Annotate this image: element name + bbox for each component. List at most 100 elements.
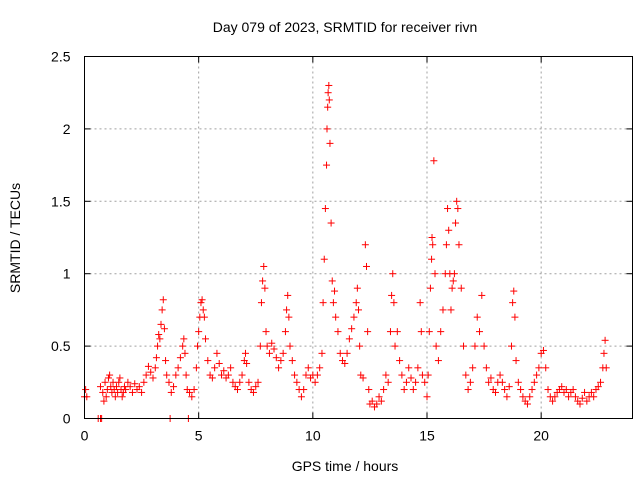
data-point [478, 291, 486, 299]
chart-title: Day 079 of 2023, SRMTID for receiver riv… [213, 19, 478, 35]
data-point [186, 388, 194, 396]
data-point [259, 277, 267, 285]
data-point [590, 393, 598, 401]
data-point [211, 364, 219, 372]
data-point [450, 270, 458, 278]
data-point [218, 371, 225, 379]
data-point [402, 378, 410, 386]
plot-frame [84, 56, 633, 419]
data-point [512, 357, 520, 365]
data-point [102, 393, 110, 401]
data-point [103, 386, 111, 394]
data-point [353, 284, 361, 292]
data-point [429, 241, 437, 249]
data-point [437, 328, 445, 336]
data-point [583, 397, 591, 405]
data-point [530, 378, 538, 386]
data-point [544, 386, 552, 394]
data-point [99, 388, 107, 396]
data-point [602, 364, 610, 372]
data-point [213, 349, 221, 357]
data-point [318, 349, 326, 357]
data-point [316, 364, 324, 372]
data-point [336, 349, 344, 357]
data-point [476, 328, 484, 336]
data-point [124, 378, 132, 386]
data-point [375, 393, 383, 401]
data-point [355, 306, 362, 314]
y-tick-label: 0.5 [51, 338, 71, 354]
data-point [409, 386, 417, 394]
data-point [293, 378, 301, 386]
data-point [345, 335, 353, 343]
data-point [286, 342, 294, 350]
data-point [208, 374, 216, 382]
data-point [126, 383, 134, 391]
data-point [198, 296, 206, 304]
data-point [473, 313, 481, 321]
data-point [432, 342, 440, 350]
data-point [188, 393, 196, 401]
data-point [391, 342, 399, 350]
data-point [82, 386, 90, 394]
data-point [304, 364, 312, 372]
data-point [131, 380, 139, 388]
data-point [426, 284, 434, 292]
data-point [356, 342, 364, 350]
data-point [444, 205, 452, 213]
data-point [359, 374, 367, 382]
y-tick-label: 2.5 [51, 49, 71, 65]
data-point [405, 364, 413, 372]
data-point [331, 287, 339, 295]
x-axis-label: GPS time / hours [292, 458, 399, 474]
data-point [576, 400, 584, 408]
data-point [526, 393, 534, 401]
data-point [138, 388, 146, 396]
data-point [268, 339, 276, 347]
data-point [454, 205, 462, 213]
data-point [445, 226, 453, 234]
data-point [100, 397, 108, 405]
data-point [455, 241, 463, 249]
y-tick-label: 2 [63, 121, 71, 137]
data-point [569, 386, 577, 394]
data-point [165, 378, 173, 386]
data-point [587, 388, 595, 396]
y-tick-label: 1 [63, 266, 71, 282]
data-point [116, 374, 124, 382]
data-point [118, 393, 126, 401]
data-point [254, 378, 262, 386]
data-point [523, 400, 531, 408]
data-point [167, 388, 175, 396]
data-point [434, 357, 442, 365]
data-points [81, 81, 610, 422]
data-point [343, 349, 351, 357]
data-point [265, 349, 273, 357]
data-point [396, 357, 404, 365]
data-point [423, 393, 431, 401]
data-point [313, 371, 321, 379]
data-point [377, 397, 385, 405]
data-point [482, 364, 490, 372]
data-point [241, 349, 249, 357]
data-point [448, 284, 456, 292]
x-tick-label: 5 [195, 428, 203, 444]
data-point [510, 287, 518, 295]
data-point [190, 386, 198, 394]
data-point [464, 386, 472, 394]
data-point [327, 219, 335, 227]
axis-ticks [84, 56, 633, 419]
data-point [431, 270, 439, 278]
data-point [601, 336, 609, 344]
data-point [285, 313, 293, 321]
data-point [104, 374, 112, 382]
data-point [135, 383, 143, 391]
data-point [181, 349, 189, 357]
data-point [539, 346, 547, 354]
data-point [233, 386, 241, 394]
data-point [172, 371, 180, 379]
data-point [319, 299, 327, 307]
data-point [261, 284, 269, 292]
data-point [390, 299, 398, 307]
data-point [469, 364, 477, 372]
